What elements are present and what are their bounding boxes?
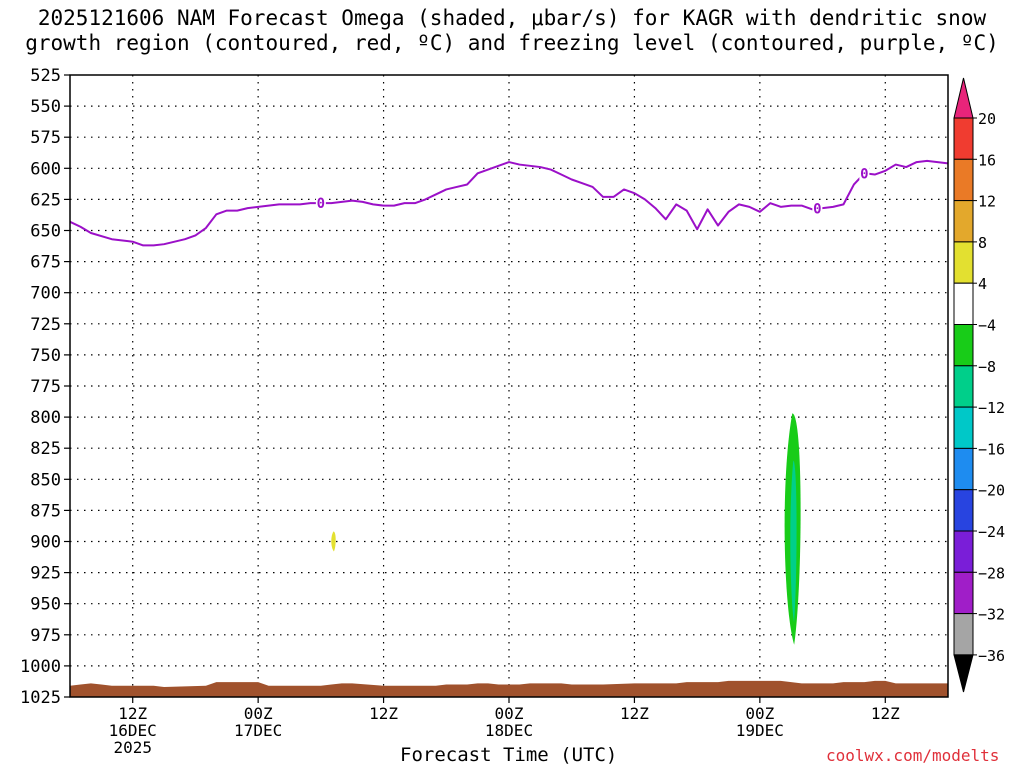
y-tick-label-700: 700 (30, 284, 61, 304)
y-tick-label-875: 875 (30, 501, 61, 521)
y-tick-label-850: 850 (30, 470, 61, 490)
x-axis-label: Forecast Time (UTC) (400, 744, 618, 766)
freezing-level-label-2: 0 (813, 202, 821, 218)
y-tick-label-625: 625 (30, 190, 61, 210)
x-tick-label-48-2: 18DEC (485, 721, 533, 740)
y-tick-label-650: 650 (30, 222, 61, 242)
colorbar-segment-3 (953, 200, 974, 243)
colorbar-segment-13 (953, 613, 974, 656)
x-tick-label-12-2: 16DEC (109, 721, 157, 740)
y-tick-label-750: 750 (30, 346, 61, 366)
y-tick-label-600: 600 (30, 159, 61, 179)
y-tick-label-975: 975 (30, 626, 61, 646)
x-tick-label-84-1: 12Z (871, 704, 900, 723)
colorbar-segment-1 (953, 117, 974, 160)
plot-frame (69, 74, 949, 698)
colorbar-segment-2 (953, 158, 974, 202)
colorbar-label-12: −28 (978, 564, 1005, 582)
chart-title: 2025121606 NAM Forecast Omega (shaded, μ… (0, 6, 1024, 56)
colorbar-label-3: 12 (978, 193, 996, 211)
watermark: coolwx.com/modelts (826, 746, 1000, 765)
y-tick-label-900: 900 (30, 533, 61, 553)
colorbar-segment-12 (953, 571, 974, 615)
colorbar-segment-7 (953, 365, 974, 408)
ground-surface (70, 680, 948, 697)
colorbar-segment-6 (953, 324, 974, 367)
y-tick-label-725: 725 (30, 315, 61, 335)
colorbar-label-8: −12 (978, 399, 1005, 417)
colorbar-label-11: −24 (978, 523, 1005, 541)
title-line-2: growth region (contoured, red, ºC) and f… (25, 31, 999, 55)
x-tick-label-72-1: 00Z (745, 704, 774, 723)
colorbar-label-2: 16 (978, 151, 996, 169)
title-line-1: 2025121606 NAM Forecast Omega (shaded, μ… (37, 6, 987, 30)
y-tick-label-825: 825 (30, 439, 61, 459)
y-tick-label-1025: 1025 (20, 688, 61, 708)
colorbar-label-10: −20 (978, 482, 1005, 500)
colorbar-segment-10 (953, 489, 974, 532)
y-tick-label-675: 675 (30, 253, 61, 273)
x-tick-label-72-2: 19DEC (736, 721, 784, 740)
y-tick-label-775: 775 (30, 377, 61, 397)
colorbar-segment-9 (953, 447, 974, 491)
y-tick-label-925: 925 (30, 564, 61, 584)
colorbar-segment-5 (953, 282, 974, 326)
colorbar-segment-8 (953, 406, 974, 449)
freezing-label-bg-1 (315, 195, 326, 211)
colorbar-segment-11 (953, 530, 974, 573)
x-tick-label-36-1: 12Z (369, 704, 398, 723)
colorbar-label-9: −16 (978, 440, 1005, 458)
colorbar-label-6: −4 (978, 317, 996, 335)
colorbar-label-13: −32 (978, 606, 1005, 624)
y-tick-label-550: 550 (30, 97, 61, 117)
y-tick-label-1000: 1000 (20, 657, 61, 677)
y-tick-label-950: 950 (30, 595, 61, 615)
colorbar-label-4: 8 (978, 234, 987, 252)
x-tick-label-12-1: 12Z (118, 704, 147, 723)
freezing-level-label-1: 0 (317, 196, 325, 212)
x-tick-label-24-1: 00Z (244, 704, 273, 723)
x-tick-label-12-3: 2025 (113, 738, 152, 757)
x-tick-label-60-1: 12Z (620, 704, 649, 723)
x-tick-label-24-2: 17DEC (234, 721, 282, 740)
freezing-label-bg-2 (812, 200, 823, 216)
freezing-level-line (69, 159, 949, 247)
freezing-level-label-3: 0 (860, 166, 868, 182)
freezing-label-bg-3 (859, 165, 870, 181)
omega-feature-1 (331, 531, 336, 552)
colorbar-label-5: 4 (978, 275, 987, 293)
y-tick-label-800: 800 (30, 408, 61, 428)
colorbar-label-1: 20 (978, 110, 996, 128)
colorbar-bottom-arrow (953, 654, 974, 693)
y-tick-label-575: 575 (30, 128, 61, 148)
colorbar-segment-4 (953, 241, 974, 284)
y-tick-label-525: 525 (30, 66, 61, 86)
x-tick-label-48-1: 00Z (495, 704, 524, 723)
omega-feature-3 (790, 460, 797, 623)
colorbar-label-7: −8 (978, 358, 996, 376)
colorbar-top-arrow (953, 77, 974, 119)
colorbar-label-14: −36 (978, 647, 1005, 665)
